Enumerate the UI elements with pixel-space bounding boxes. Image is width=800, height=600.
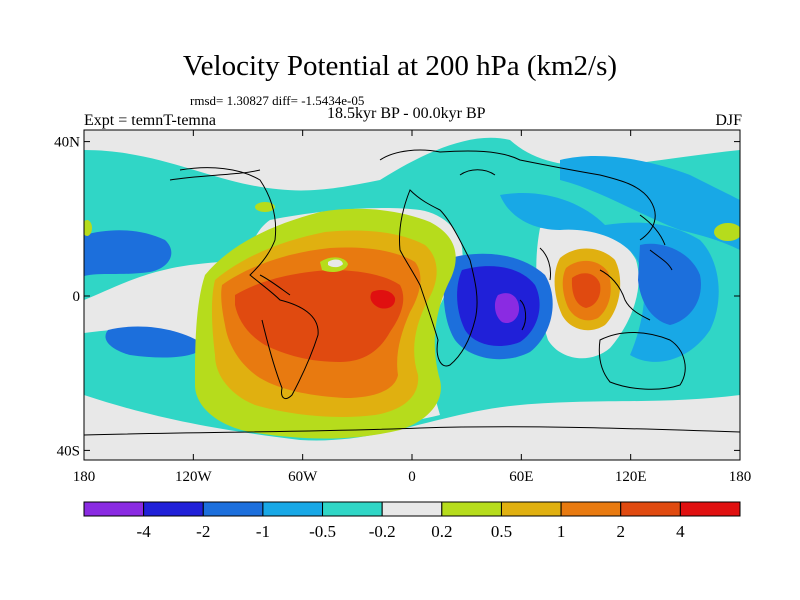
longitude-tick-label: 60E <box>509 469 533 485</box>
latitude-tick-label: 80S <box>57 598 80 600</box>
longitude-ticks: 180 120W 60W 0 60E 120E 180 <box>73 130 752 485</box>
colorbar-label: -4 <box>137 522 152 541</box>
latitude-ticks: 80N40N040S80S <box>54 135 740 600</box>
colorbar-swatch <box>679 501 741 517</box>
longitude-tick-label: 60W <box>288 469 318 485</box>
stats-line: rmsd= 1.30827 diff= -1.5434e-05 <box>190 93 365 108</box>
colorbar-swatch <box>500 501 562 517</box>
period-label: 18.5kyr BP - 00.0kyr BP <box>327 105 486 122</box>
latitude-tick-label: 40S <box>57 443 80 459</box>
colorbar-label: 1 <box>557 522 566 541</box>
season-label: DJF <box>715 112 742 129</box>
contour-field <box>84 130 740 460</box>
colorbar-label: 0.2 <box>431 522 452 541</box>
longitude-tick-label: 180 <box>729 469 752 485</box>
experiment-label: Expt = temnT-temna <box>84 112 216 129</box>
colorbar-swatch <box>202 501 264 517</box>
colorbar-label: -2 <box>196 522 210 541</box>
colorbar-swatch <box>322 501 383 517</box>
longitude-tick-label: 120W <box>175 469 213 485</box>
map-title: Velocity Potential at 200 hPa (km2/s) <box>182 50 618 82</box>
colorbar-swatch <box>620 501 681 517</box>
colorbar-swatch <box>83 501 145 517</box>
longitude-tick-label: 120E <box>615 469 647 485</box>
colorbar-label: -0.5 <box>309 522 336 541</box>
colorbar: -4 -2 -1 -0.5 -0.2 0.2 0.5 1 2 4 <box>83 501 741 541</box>
colorbar-label: 2 <box>616 522 625 541</box>
colorbar-label: -1 <box>256 522 270 541</box>
coastlines <box>84 149 740 436</box>
colorbar-swatch <box>262 501 324 517</box>
colorbar-label: -0.2 <box>369 522 396 541</box>
colorbar-swatch <box>560 501 622 517</box>
colorbar-label: 0.5 <box>491 522 512 541</box>
colorbar-swatch <box>441 501 502 517</box>
colorbar-label: 4 <box>676 522 685 541</box>
latitude-tick-label: 0 <box>73 289 81 305</box>
colorbar-swatch <box>143 501 204 517</box>
longitude-tick-label: 180 <box>73 469 96 485</box>
longitude-tick-label: 0 <box>408 469 416 485</box>
latitude-tick-label: 40N <box>54 135 80 151</box>
colorbar-swatch <box>381 501 443 517</box>
